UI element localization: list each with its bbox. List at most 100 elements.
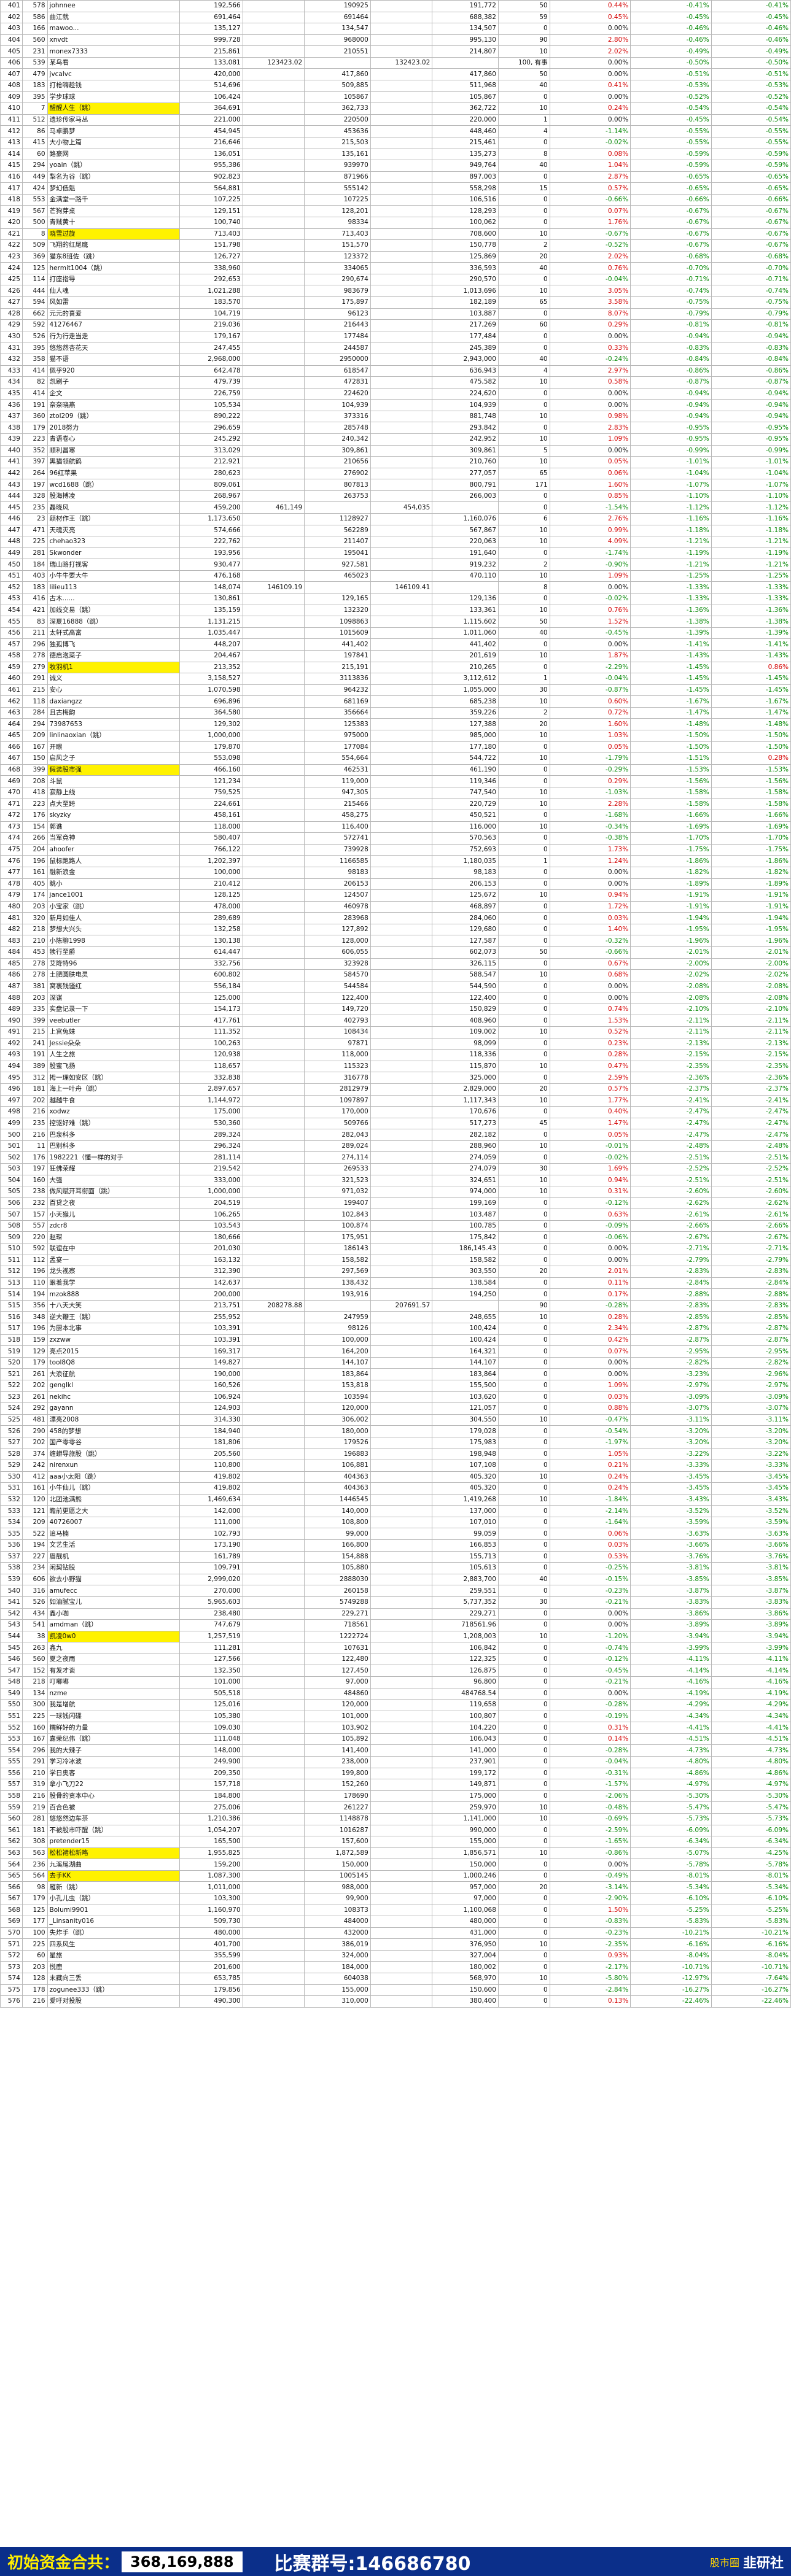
rank-cell: 449 [21,171,48,184]
initial-capital-cell: 184,800 [179,1790,243,1803]
player-name-cell: 醒醒人生（跳） [47,102,180,115]
table-row: 544 38 凯凌0w0 1,257,519 1222724 1,208,003 10 -1.… [0,1630,791,1643]
total-change-cell: -2.36% [711,1072,791,1084]
table-row: 509 220 赵琛 180,666 175,951 175,842 0 -0.06% -2.6… [0,1231,791,1244]
table-row: 542 434 鑫小咖 238,480 229,271 229,271 0 0.00% -3.8… [0,1607,791,1620]
initial-capital-cell: 1,131,215 [179,616,243,628]
mid-note-2-cell [370,171,433,184]
table-row: 549 134 nzme 505,518 484860 484768.54 0 0.00% -4… [0,1687,791,1700]
week-change-cell: -1.91% [630,889,712,902]
row-index-cell: 552 [0,1722,23,1734]
rank-cell: 160 [21,1722,48,1734]
player-name-cell: 96红苹果 [47,467,180,480]
rank-cell: 179 [21,1356,48,1369]
row-index-cell: 402 [0,11,23,24]
table-row: 427 594 风如雷 183,570 175,897 182,189 65 3.58% -0.… [0,296,791,309]
mid-note-2-cell [370,889,433,902]
rank-cell: 191 [21,1049,48,1061]
rank-cell: 479 [21,68,48,81]
rank-cell: 263 [21,1642,48,1654]
table-row: 561 181 不被股市吓醒（跳） 1,054,207 1016287 990,000 0-… [0,1824,791,1837]
row-index-cell: 524 [0,1402,23,1415]
mid-note-cell [242,1094,305,1107]
count-cell: 0 [497,1345,550,1358]
day-change-cell: 0.00% [549,387,631,400]
week-change-cell: -1.50% [630,741,712,754]
player-name-cell: 1982221（懂一样的对手 [47,1151,180,1164]
brand-text-a: 股市圈 [709,2556,739,2569]
row-index-cell: 529 [0,1460,23,1472]
mid-note-2-cell [370,1060,433,1073]
final-capital-cell: 98,183 [432,866,499,879]
current-capital-cell [304,1299,371,1312]
table-row: 507 157 小天猴儿 106,265 102,843 103,487 0 0.63% -2.… [0,1209,791,1221]
mid-note-cell [242,467,305,480]
final-capital-cell: 248,655 [432,1311,499,1324]
count-cell: 0 [497,1402,550,1415]
final-capital-cell: 175,000 [432,1790,499,1803]
week-change-cell: -4.41% [630,1722,712,1734]
current-capital-cell: 276902 [304,467,371,480]
day-change-cell: 4.09% [549,536,631,548]
day-change-cell: -1.03% [549,786,631,799]
player-name-cell: 糯鲜好的力量 [47,1722,180,1734]
current-capital-cell: 216443 [304,319,371,331]
total-change-cell: -5.73% [711,1812,791,1825]
row-index-cell: 466 [0,741,23,754]
rank-cell: 399 [21,1015,48,1027]
row-index-cell: 438 [0,422,23,434]
row-index-cell: 477 [0,866,23,879]
mid-note-cell: 461,149 [242,501,305,514]
mid-note-2-cell [370,319,433,331]
day-change-cell: 0.17% [549,1288,631,1301]
initial-capital-cell: 642,478 [179,365,243,377]
row-index-cell: 483 [0,935,23,947]
table-row: 454 421 加线交易（跳） 135,159 132320 133,361 10 0.76%… [0,604,791,617]
row-index-cell: 561 [0,1824,23,1837]
day-change-cell: 0.99% [549,524,631,537]
initial-capital-cell: 165,500 [179,1836,243,1848]
week-change-cell: -0.68% [630,250,712,263]
current-capital-cell: 739928 [304,843,371,856]
player-name-cell: amdman（跳） [47,1619,180,1631]
total-change-cell: -5.34% [711,1881,791,1893]
day-change-cell: -0.48% [549,1801,631,1814]
player-name-cell: 夏之夜雨 [47,1653,180,1666]
final-capital-cell: 570,563 [432,832,499,845]
week-change-cell: -1.58% [630,798,712,811]
total-change-cell: -5.47% [711,1801,791,1814]
current-capital-cell: 215,503 [304,136,371,149]
mid-note-2-cell [370,1482,433,1495]
mid-note-cell [242,273,305,286]
player-name-cell: 九溪尾湖曲 [47,1859,180,1871]
rank-cell: 606 [21,1573,48,1586]
total-change-cell: -3.45% [711,1482,791,1495]
week-change-cell: -0.67% [630,205,712,217]
mid-note-cell [242,1562,305,1574]
day-change-cell: 0.52% [549,1026,631,1039]
week-change-cell: -0.94% [630,387,712,400]
count-cell: 171 [497,479,550,491]
rank-cell: 174 [21,889,48,902]
day-change-cell: 0.00% [549,56,631,69]
final-capital-cell: 217,269 [432,319,499,331]
initial-capital-cell: 614,447 [179,946,243,959]
row-index-cell: 468 [0,764,23,776]
rank-cell: 389 [21,1060,48,1073]
rank-cell: 216 [21,1790,48,1803]
current-capital-cell: 120,000 [304,1699,371,1711]
count-cell: 0 [497,1859,550,1871]
row-index-cell: 510 [0,1243,23,1255]
week-change-cell: -0.87% [630,376,712,389]
initial-capital-cell: 296,324 [179,1140,243,1153]
rank-cell: 83 [21,616,48,628]
week-change-cell: -3.99% [630,1642,712,1654]
table-row: 531 161 小牛仙儿（跳） 419,802 404363 405,320 0 0.24% -… [0,1482,791,1495]
day-change-cell: -1.57% [549,1779,631,1791]
player-name-cell: 文艺生活 [47,1539,180,1552]
rank-cell: 179 [21,1892,48,1905]
day-change-cell: 0.47% [549,1060,631,1073]
table-row: 448 225 chehao323 222,762 211407 220,063 10 4.0… [0,536,791,548]
count-cell: 4 [497,365,550,377]
total-change-cell: -0.50% [711,56,791,69]
